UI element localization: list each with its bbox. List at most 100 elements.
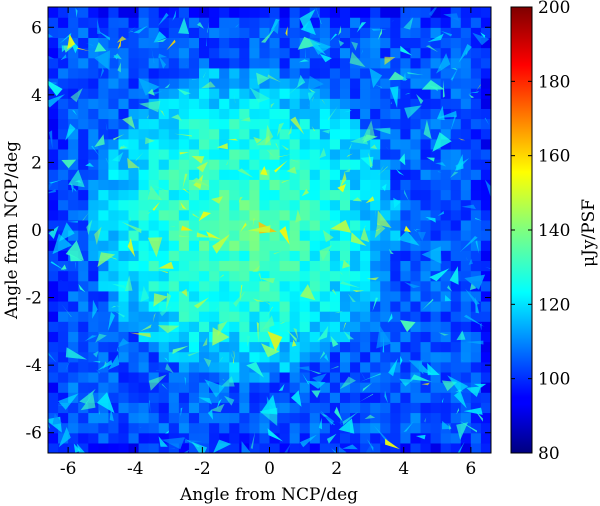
heatmap-cell xyxy=(269,361,281,373)
heatmap-cell xyxy=(229,331,240,343)
heatmap-facet xyxy=(329,33,338,42)
heatmap-facet xyxy=(474,391,476,395)
heatmap-cell xyxy=(68,230,79,241)
heatmap-facet xyxy=(217,357,223,365)
heatmap-facet xyxy=(470,282,477,291)
heatmap-facet xyxy=(373,84,382,88)
heatmap-facet xyxy=(278,383,285,391)
heatmap-cell xyxy=(339,341,351,353)
heatmap-cell xyxy=(410,148,422,160)
heatmap-cell xyxy=(88,351,99,363)
heatmap-cell xyxy=(350,280,361,292)
heatmap-cell xyxy=(450,432,462,444)
heatmap-cell xyxy=(400,148,412,160)
heatmap-facet xyxy=(52,413,63,425)
heatmap-facet xyxy=(317,325,329,341)
heatmap-cell xyxy=(380,230,391,241)
heatmap-cell xyxy=(178,280,190,292)
heatmap-cell xyxy=(350,199,361,211)
heatmap-cell xyxy=(460,209,472,221)
heatmap-cell xyxy=(319,371,331,383)
heatmap-cell xyxy=(58,219,69,231)
heatmap-cell xyxy=(98,432,110,444)
heatmap-cell xyxy=(269,67,281,79)
heatmap-cell xyxy=(450,230,462,241)
heatmap-facet xyxy=(113,55,120,60)
heatmap-cell xyxy=(88,138,99,150)
heatmap-cell xyxy=(259,392,271,403)
heatmap-cell xyxy=(350,382,361,393)
heatmap-facet xyxy=(216,398,222,410)
heatmap-cell xyxy=(48,27,59,39)
heatmap-cell xyxy=(309,17,321,28)
heatmap-cell xyxy=(440,361,452,373)
heatmap-cell xyxy=(138,300,150,312)
heatmap-cell xyxy=(259,230,271,241)
heatmap-cell xyxy=(259,199,271,211)
heatmap-cell xyxy=(98,37,110,49)
heatmap-facet xyxy=(393,197,401,209)
heatmap-cell xyxy=(380,199,391,211)
heatmap-cell xyxy=(470,392,482,403)
heatmap-cell xyxy=(219,240,230,251)
heatmap-cell xyxy=(430,351,442,363)
heatmap-cell xyxy=(78,230,89,241)
heatmap-facet xyxy=(369,68,383,88)
heatmap-cell xyxy=(390,27,401,39)
heatmap-cell xyxy=(420,331,432,343)
heatmap-cell xyxy=(58,209,69,221)
heatmap-cell xyxy=(178,240,190,251)
heatmap-cell xyxy=(360,392,371,403)
heatmap-facet xyxy=(276,122,285,137)
heatmap-cell xyxy=(158,382,170,393)
heatmap-cell xyxy=(319,47,331,59)
heatmap-cell xyxy=(108,230,120,241)
heatmap-cell xyxy=(58,67,69,79)
heatmap-cell xyxy=(420,47,432,59)
heatmap-cell xyxy=(229,321,240,332)
heatmap-cell xyxy=(68,311,79,322)
heatmap-cell xyxy=(58,321,69,332)
heatmap-facet xyxy=(371,28,387,31)
heatmap-cell xyxy=(138,67,150,79)
heatmap-cell xyxy=(390,37,401,49)
heatmap-cell xyxy=(480,7,491,18)
heatmap-cell xyxy=(299,432,311,444)
heatmap-facet xyxy=(112,134,125,141)
heatmap-cell xyxy=(350,351,361,363)
heatmap-cell xyxy=(68,189,79,201)
heatmap-cell xyxy=(128,432,140,444)
heatmap-cell xyxy=(178,402,190,414)
heatmap-cell xyxy=(390,361,401,373)
heatmap-facet xyxy=(330,0,341,5)
heatmap-cell xyxy=(289,321,301,332)
heatmap-cell xyxy=(48,351,59,363)
heatmap-cell xyxy=(58,290,69,302)
heatmap-cell xyxy=(440,179,452,191)
heatmap-cell xyxy=(219,412,230,424)
heatmap-facet xyxy=(271,21,279,34)
heatmap-cell xyxy=(168,230,180,241)
heatmap-cell xyxy=(460,341,472,353)
heatmap-cell xyxy=(309,199,321,211)
heatmap-cell xyxy=(319,321,331,332)
heatmap-facet xyxy=(48,55,55,59)
heatmap-facet xyxy=(256,321,259,343)
heatmap-cell xyxy=(249,27,261,39)
heatmap-cell xyxy=(138,17,150,28)
heatmap-cell xyxy=(480,361,491,373)
heatmap-facet xyxy=(384,390,388,404)
heatmap-facet xyxy=(63,45,75,53)
heatmap-facet xyxy=(435,162,447,167)
heatmap-cell xyxy=(249,250,261,262)
heatmap-facet xyxy=(279,321,286,324)
heatmap-cell xyxy=(420,138,432,150)
heatmap-cell xyxy=(219,17,230,28)
heatmap-cell xyxy=(68,199,79,211)
heatmap-cell xyxy=(48,382,59,393)
heatmap-cell xyxy=(58,199,69,211)
heatmap-cell xyxy=(329,159,341,170)
heatmap-cell xyxy=(360,37,371,49)
heatmap-cell xyxy=(299,169,311,180)
heatmap-cell xyxy=(279,321,291,332)
